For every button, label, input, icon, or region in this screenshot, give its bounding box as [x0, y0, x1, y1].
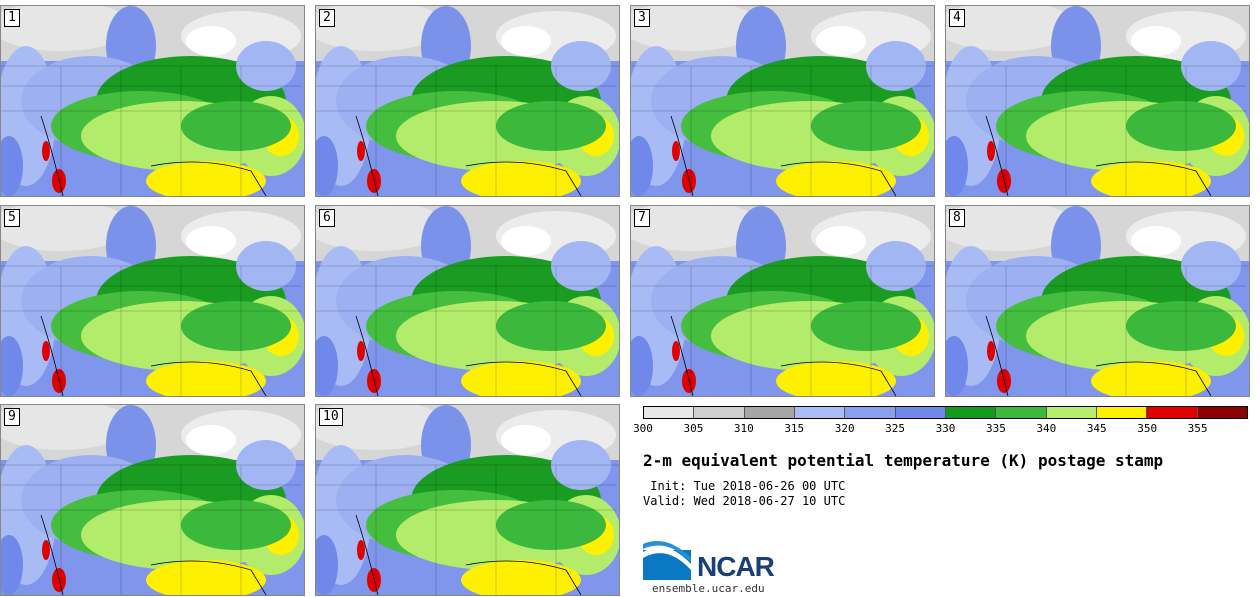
colorbar-tick-label: 310 [733, 422, 754, 435]
stamp-map [1, 206, 304, 396]
postage-stamp: 8 [945, 205, 1250, 397]
postage-stamp: 4 [945, 5, 1250, 197]
stamp-number: 10 [319, 408, 343, 426]
stamp-map [316, 6, 619, 196]
colorbar-swatch [644, 407, 695, 418]
postage-stamp: 6 [315, 205, 620, 397]
stamp-map [316, 206, 619, 396]
stamp-map [631, 206, 934, 396]
postage-stamp: 5 [0, 205, 305, 397]
colorbar-swatch [945, 407, 997, 418]
colorbar-swatch [794, 407, 846, 418]
postage-stamp: 3 [630, 5, 935, 197]
logo-text: NCAR [697, 551, 775, 582]
postage-stamp: 9 [0, 404, 305, 596]
stamp-number: 4 [949, 9, 965, 27]
postage-stamp: 7 [630, 205, 935, 397]
colorbar-tick-label: 350 [1137, 422, 1158, 435]
colorbar-tick-label: 325 [885, 422, 906, 435]
colorbar-tick-label: 335 [985, 422, 1006, 435]
stamp-map [316, 405, 619, 595]
stamp-number: 9 [4, 408, 20, 426]
colorbar-tick-label: 340 [1036, 422, 1057, 435]
stamp-number: 6 [319, 209, 335, 227]
colorbar-tick-label: 345 [1086, 422, 1107, 435]
stamp-number: 3 [634, 9, 650, 27]
site-url: ensemble.ucar.edu [652, 582, 765, 595]
stamp-map [946, 206, 1249, 396]
colorbar-swatch [1197, 407, 1247, 418]
colorbar [643, 406, 1248, 419]
figure-title: 2-m equivalent potential temperature (K)… [643, 451, 1164, 470]
stamp-map [1, 405, 304, 595]
stamp-number: 8 [949, 209, 965, 227]
colorbar-tick-label: 300 [633, 422, 653, 435]
ncar-logo-icon [643, 541, 691, 580]
colorbar-swatch [1046, 407, 1097, 418]
colorbar-swatch [744, 407, 795, 418]
colorbar-tick-label: 355 [1187, 422, 1208, 435]
stamp-number: 7 [634, 209, 650, 227]
colorbar-swatch [996, 407, 1047, 418]
colorbar-tick-label: 320 [834, 422, 855, 435]
stamp-map [1, 6, 304, 196]
colorbar-tick-label: 305 [683, 422, 704, 435]
postage-stamp: 1 [0, 5, 305, 197]
stamp-map [946, 6, 1249, 196]
colorbar-tick-label: 330 [935, 422, 956, 435]
colorbar-swatch [694, 407, 745, 418]
stamp-number: 1 [4, 9, 20, 27]
stamp-map [631, 6, 934, 196]
valid-time: Valid: Wed 2018-06-27 10 UTC [643, 494, 846, 508]
postage-stamp: 2 [315, 5, 620, 197]
postage-stamp: 10 [315, 404, 620, 596]
colorbar-swatch [1147, 407, 1198, 418]
stamp-number: 2 [319, 9, 335, 27]
colorbar-swatch [895, 407, 946, 418]
colorbar-swatch [1096, 407, 1148, 418]
stamp-number: 5 [4, 209, 20, 227]
init-time: Init: Tue 2018-06-26 00 UTC [643, 479, 846, 493]
colorbar-swatch [845, 407, 896, 418]
colorbar-tick-label: 315 [784, 422, 805, 435]
